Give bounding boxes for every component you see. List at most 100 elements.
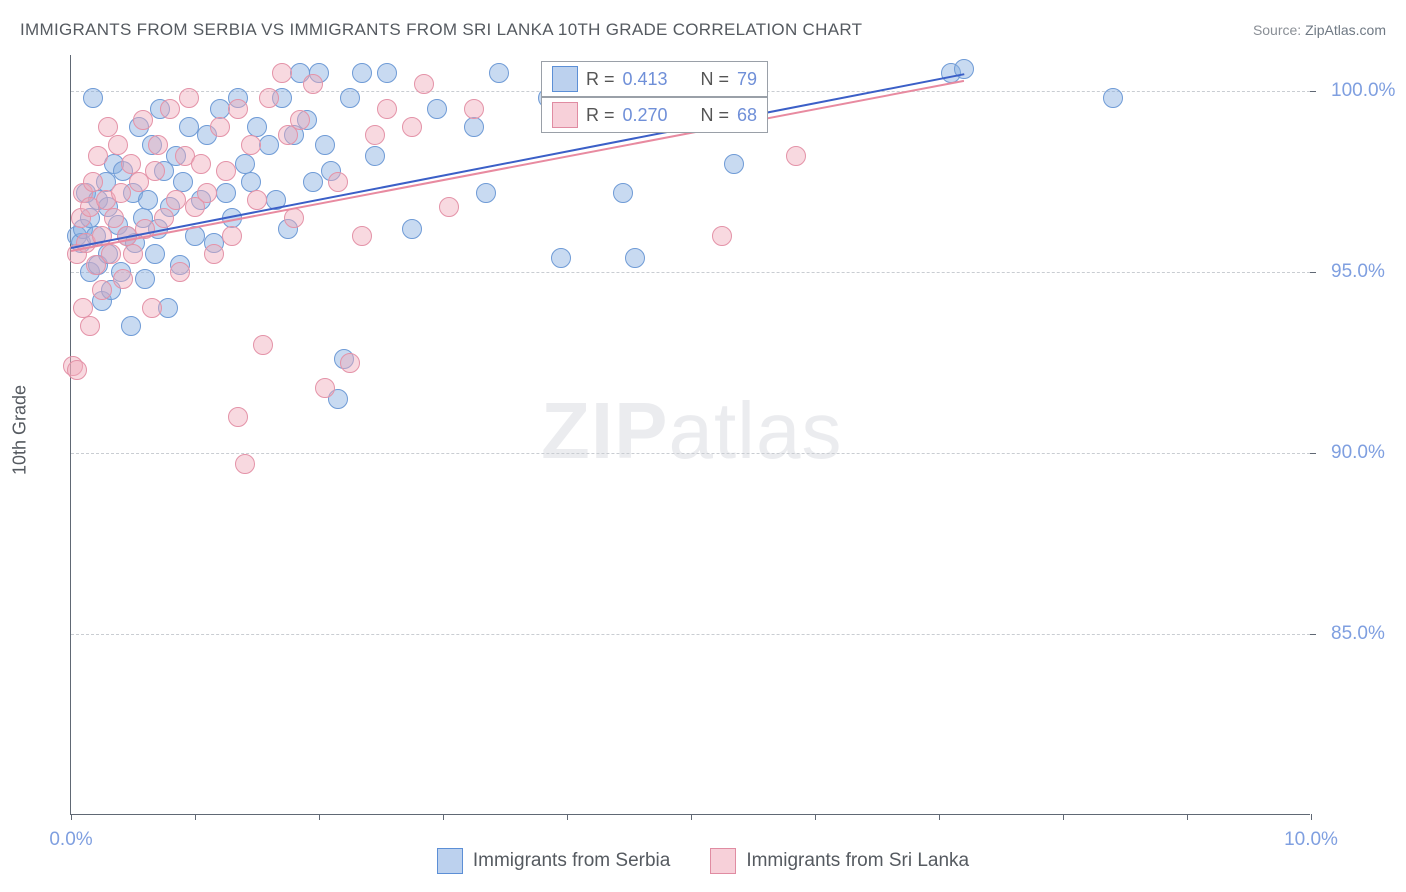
data-point-srilanka — [88, 146, 108, 166]
data-point-srilanka — [253, 335, 273, 355]
data-point-serbia — [377, 63, 397, 83]
data-point-srilanka — [352, 226, 372, 246]
legend-n-value: 79 — [737, 69, 757, 90]
data-point-serbia — [145, 244, 165, 264]
legend-n-label: N = — [701, 69, 730, 90]
x-tick-mark — [1063, 814, 1064, 820]
data-point-serbia — [247, 117, 267, 137]
data-point-srilanka — [228, 407, 248, 427]
legend-label-srilanka: Immigrants from Sri Lanka — [746, 850, 969, 872]
legend-r-value: 0.270 — [623, 105, 693, 126]
data-point-serbia — [352, 63, 372, 83]
y-tick-label: 90.0% — [1331, 442, 1385, 464]
gridline-h — [71, 272, 1310, 273]
legend-r-value: 0.413 — [623, 69, 693, 90]
data-point-srilanka — [365, 125, 385, 145]
legend-n-value: 68 — [737, 105, 757, 126]
plot-area: ZIPatlas 85.0%90.0%95.0%100.0%0.0%10.0%R… — [70, 55, 1310, 815]
y-tick-mark — [1310, 272, 1316, 273]
data-point-srilanka — [113, 269, 133, 289]
data-point-srilanka — [786, 146, 806, 166]
data-point-srilanka — [108, 135, 128, 155]
data-point-srilanka — [222, 226, 242, 246]
data-point-srilanka — [104, 208, 124, 228]
data-point-srilanka — [191, 154, 211, 174]
data-point-serbia — [613, 183, 633, 203]
x-tick-mark — [815, 814, 816, 820]
data-point-srilanka — [204, 244, 224, 264]
data-point-srilanka — [92, 280, 112, 300]
data-point-serbia — [724, 154, 744, 174]
data-point-srilanka — [259, 88, 279, 108]
legend-item-srilanka: Immigrants from Sri Lanka — [710, 848, 969, 874]
data-point-serbia — [216, 183, 236, 203]
data-point-srilanka — [241, 135, 261, 155]
data-point-serbia — [625, 248, 645, 268]
x-tick-mark — [319, 814, 320, 820]
data-point-srilanka — [284, 208, 304, 228]
chart-title: IMMIGRANTS FROM SERBIA VS IMMIGRANTS FRO… — [20, 20, 862, 40]
data-point-srilanka — [377, 99, 397, 119]
legend-swatch-serbia — [437, 848, 463, 874]
data-point-srilanka — [216, 161, 236, 181]
data-point-serbia — [365, 146, 385, 166]
data-point-srilanka — [303, 74, 323, 94]
data-point-srilanka — [290, 110, 310, 130]
data-point-srilanka — [73, 298, 93, 318]
data-point-srilanka — [123, 244, 143, 264]
legend-stats-row: R =0.270N =68 — [541, 97, 768, 133]
legend-r-label: R = — [586, 105, 615, 126]
data-point-serbia — [489, 63, 509, 83]
legend-stats-row: R = 0.413 N = 79 — [541, 61, 768, 97]
data-point-srilanka — [228, 99, 248, 119]
data-point-srilanka — [247, 190, 267, 210]
data-point-srilanka — [98, 117, 118, 137]
data-point-srilanka — [154, 208, 174, 228]
data-point-srilanka — [121, 154, 141, 174]
y-tick-mark — [1310, 453, 1316, 454]
data-point-srilanka — [712, 226, 732, 246]
y-tick-label: 100.0% — [1331, 80, 1395, 102]
data-point-srilanka — [142, 298, 162, 318]
x-tick-mark — [1311, 814, 1312, 820]
data-point-srilanka — [439, 197, 459, 217]
data-point-srilanka — [148, 135, 168, 155]
x-tick-mark — [195, 814, 196, 820]
data-point-srilanka — [111, 183, 131, 203]
data-point-serbia — [402, 219, 422, 239]
data-point-srilanka — [272, 63, 292, 83]
data-point-srilanka — [145, 161, 165, 181]
watermark-rest: atlas — [668, 386, 842, 475]
data-point-serbia — [427, 99, 447, 119]
legend-stats-swatch — [552, 66, 578, 92]
data-point-serbia — [138, 190, 158, 210]
data-point-serbia — [83, 88, 103, 108]
data-point-serbia — [121, 316, 141, 336]
data-point-serbia — [340, 88, 360, 108]
source-link[interactable]: ZipAtlas.com — [1305, 22, 1386, 38]
x-tick-mark — [71, 814, 72, 820]
source-attribution: Source: ZipAtlas.com — [1253, 22, 1386, 38]
legend-r-label: R = — [586, 69, 615, 90]
watermark-zip: ZIP — [541, 386, 668, 475]
data-point-serbia — [235, 154, 255, 174]
data-point-serbia — [476, 183, 496, 203]
data-point-serbia — [1103, 88, 1123, 108]
y-tick-label: 85.0% — [1331, 623, 1385, 645]
data-point-srilanka — [315, 378, 335, 398]
data-point-serbia — [315, 135, 335, 155]
data-point-srilanka — [235, 454, 255, 474]
x-tick-mark — [567, 814, 568, 820]
bottom-legend: Immigrants from Serbia Immigrants from S… — [0, 848, 1406, 874]
data-point-serbia — [179, 117, 199, 137]
plot-wrap: ZIPatlas 85.0%90.0%95.0%100.0%0.0%10.0%R… — [60, 55, 1310, 815]
data-point-srilanka — [179, 88, 199, 108]
x-tick-mark — [1187, 814, 1188, 820]
data-point-srilanka — [160, 99, 180, 119]
legend-swatch-srilanka — [710, 848, 736, 874]
data-point-serbia — [303, 172, 323, 192]
y-axis-title: 10th Grade — [10, 385, 31, 475]
data-point-srilanka — [328, 172, 348, 192]
data-point-serbia — [241, 172, 261, 192]
legend-item-serbia: Immigrants from Serbia — [437, 848, 670, 874]
